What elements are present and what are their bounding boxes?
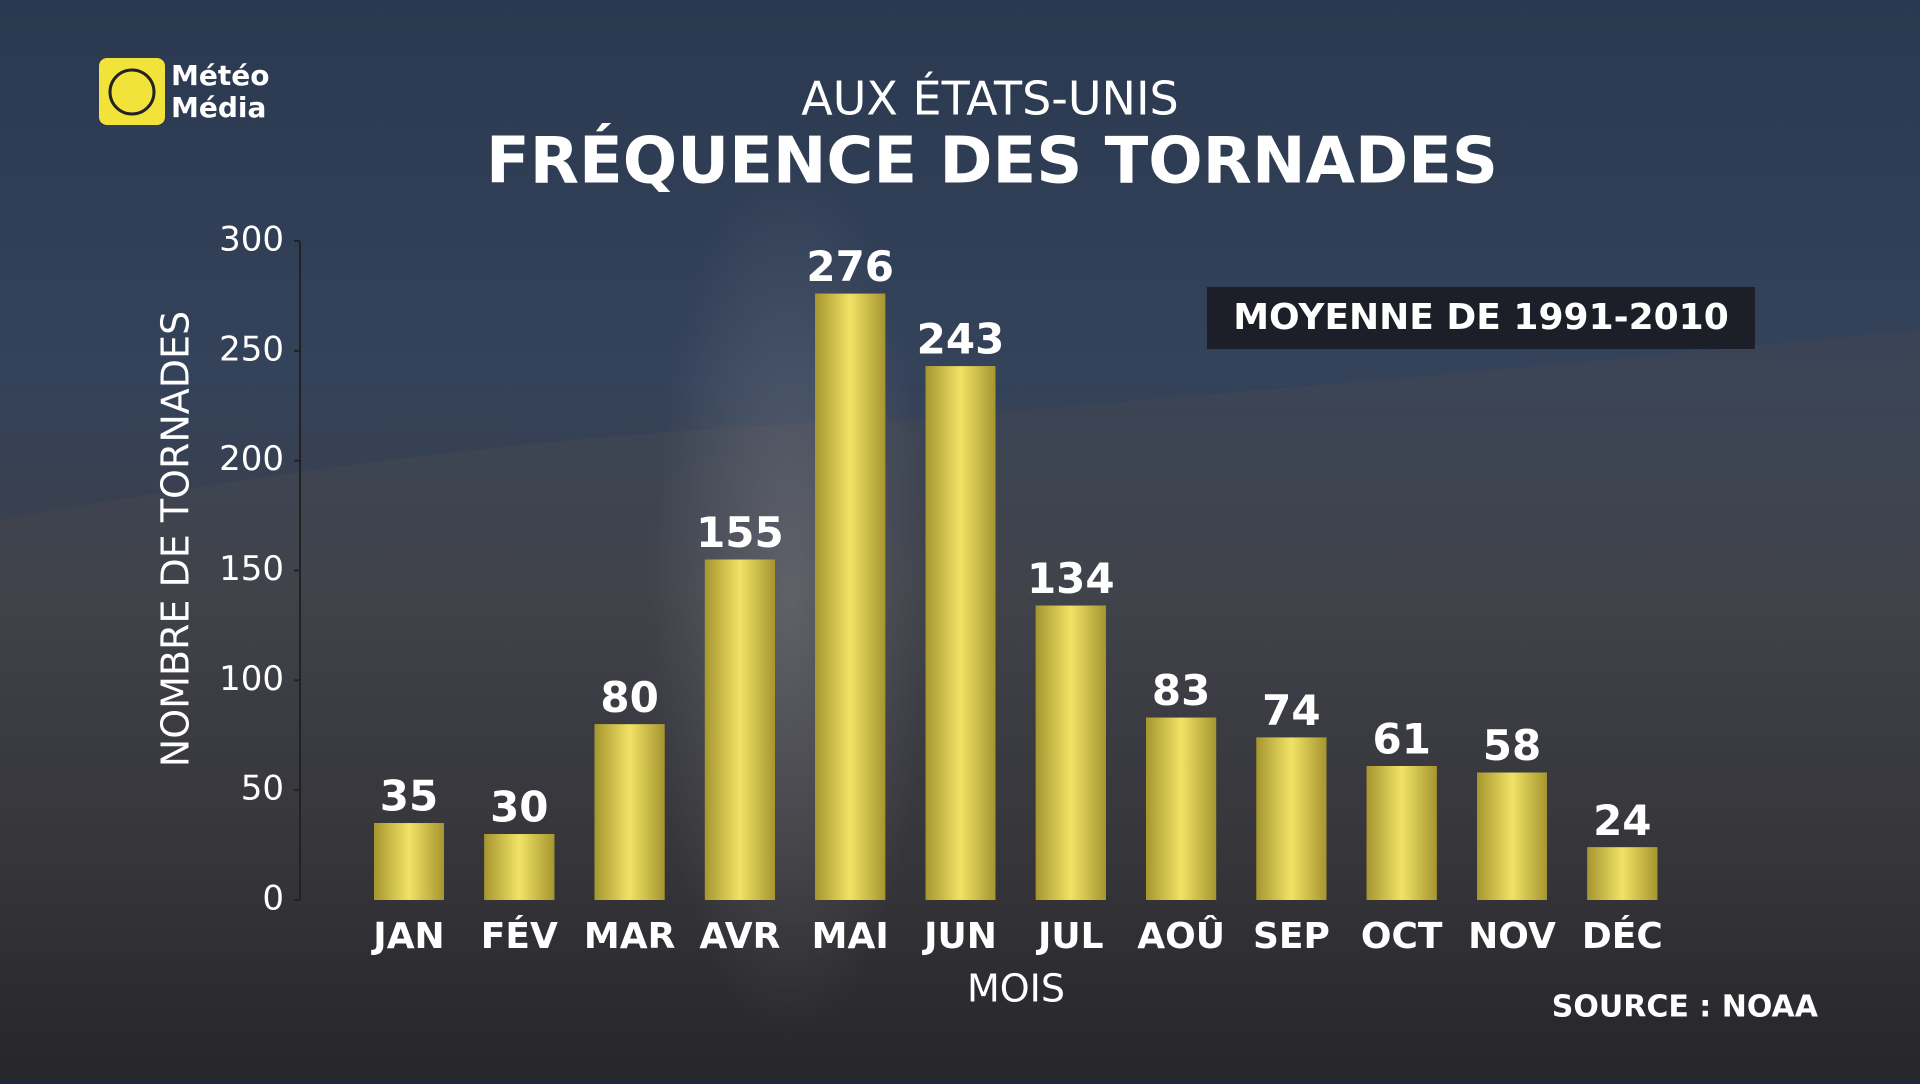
logo-text: Média	[171, 91, 266, 124]
bar	[925, 366, 996, 901]
bar	[374, 823, 444, 900]
x-tick-label: SEP	[1253, 916, 1330, 957]
bar	[1477, 772, 1547, 900]
logo: Météo Média	[99, 58, 269, 125]
value-label: 61	[1372, 715, 1430, 764]
x-tick-label: MAR	[584, 916, 675, 957]
value-label: 276	[806, 242, 894, 291]
value-label: 30	[490, 783, 548, 832]
value-label: 74	[1262, 686, 1320, 735]
bar	[815, 293, 886, 901]
value-label: 24	[1593, 796, 1651, 845]
x-tick-label: FÉV	[481, 915, 558, 957]
annotation-box	[1207, 287, 1755, 349]
y-tick-label: 150	[219, 549, 284, 589]
value-label: 243	[917, 315, 1005, 364]
bar	[1587, 847, 1658, 900]
y-tick-label: 100	[219, 659, 284, 699]
bar	[594, 724, 665, 900]
x-tick-label: JUL	[1035, 916, 1104, 957]
x-tick-label: NOV	[1468, 916, 1556, 957]
logo-globe	[108, 68, 156, 116]
x-tick-label: JUN	[921, 916, 997, 957]
source: SOURCE : NOAA	[1552, 990, 1819, 1025]
y-tick-label: 50	[241, 769, 284, 809]
bar	[1366, 766, 1437, 900]
logo-text: Météo	[171, 59, 269, 92]
annotation: MOYENNE DE 1991-2010	[1233, 297, 1729, 338]
chart-subtitle: AUX ÉTATS-UNIS	[801, 72, 1179, 126]
bar	[484, 834, 555, 900]
value-label: 80	[600, 673, 658, 722]
y-tick-label: 0	[262, 879, 284, 919]
bar	[1256, 737, 1327, 900]
bar	[704, 559, 775, 900]
x-tick-label: JAN	[370, 916, 444, 957]
y-tick-label: 250	[219, 329, 284, 369]
x-tick-label: DÉC	[1582, 915, 1663, 957]
value-label: 83	[1152, 666, 1210, 715]
dust-devil	[650, 160, 930, 1040]
x-tick-label: AVR	[699, 916, 780, 957]
chart-title: FRÉQUENCE DES TORNADES	[486, 123, 1498, 199]
bar	[1146, 717, 1217, 900]
y-tick-label: 200	[219, 439, 284, 479]
bar	[1035, 605, 1106, 900]
value-label: 134	[1027, 554, 1115, 603]
x-tick-label: AOÛ	[1137, 915, 1225, 957]
x-axis-label: MOIS	[967, 967, 1065, 1011]
x-tick-label: MAI	[812, 916, 889, 957]
value-label: 35	[380, 772, 438, 821]
y-tick-label: 300	[219, 220, 284, 260]
x-tick-label: OCT	[1361, 916, 1443, 957]
value-label: 155	[696, 508, 784, 557]
value-label: 58	[1483, 721, 1541, 770]
y-axis-label: NOMBRE DE TORNADES	[154, 311, 198, 767]
